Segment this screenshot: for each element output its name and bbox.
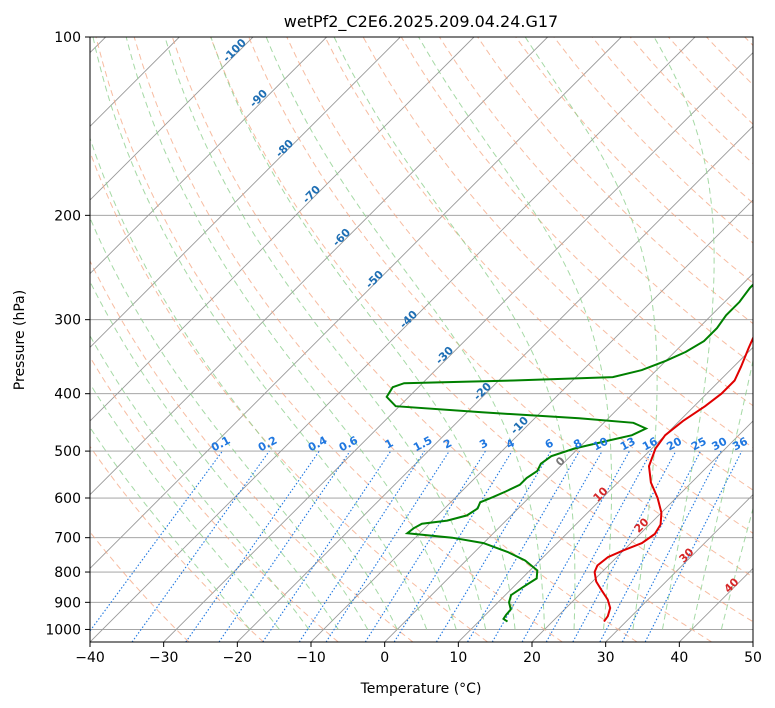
y-axis: 100 200 300 400 500 600 700 800 900 1000 (45, 30, 90, 638)
x-tick-label: −30 (149, 650, 179, 666)
mixing-ratio-line (298, 450, 425, 642)
isotherm-line (605, 494, 753, 642)
moist-adiabat-line (90, 280, 339, 630)
moist-adiabat-line (90, 216, 369, 630)
dry-adiabat-line (286, 37, 753, 534)
moist-adiabat-line (691, 358, 753, 630)
isotherm-line (90, 37, 622, 569)
profile-lines (385, 283, 753, 623)
moist-adiabat-line (720, 506, 753, 630)
y-axis-label: Pressure (hPa) (12, 290, 28, 390)
dry-adiabat-line (324, 37, 753, 491)
moist-adiabat-line (418, 37, 613, 630)
isotherm-line (458, 346, 753, 642)
x-tick-label: −20 (223, 650, 253, 666)
y-tick-label: 1000 (45, 622, 81, 638)
x-tick-label: 20 (523, 650, 541, 666)
x-axis: −40 −30 −20 −10 0 10 20 30 40 50 (75, 642, 762, 666)
mixing-ratio-label: 16 (640, 435, 660, 454)
temperature-line (593, 335, 753, 623)
y-tick-label: 200 (54, 208, 81, 224)
x-tick-label: 40 (670, 650, 688, 666)
mixing-ratio-line (599, 450, 702, 642)
plot-frame (89, 36, 754, 643)
y-tick-label: 900 (54, 595, 81, 611)
mixing-ratio-label: 30 (710, 435, 730, 454)
mixing-ratio-label: 13 (618, 435, 638, 454)
x-tick-label: −40 (75, 650, 105, 666)
dry-adiabat-line (210, 37, 753, 623)
mixing-ratio-line (90, 450, 223, 632)
dry-adiabat-line (90, 259, 414, 642)
moist-adiabat-line (90, 334, 310, 630)
isotherm-line (90, 37, 548, 496)
moist-adiabat-line (125, 37, 457, 630)
isotherm-line (237, 125, 753, 642)
isotherm-line (90, 37, 327, 275)
isotherm-line (90, 37, 696, 642)
moist-adiabat-line (265, 37, 546, 630)
isotherm-line (90, 37, 475, 422)
mixing-ratio-label: 36 (730, 435, 750, 454)
mixing-ratio-line (644, 450, 743, 642)
moist-adiabat-line (90, 136, 398, 630)
moist-adiabat-line (653, 37, 715, 630)
x-tick-label: −10 (296, 650, 326, 666)
y-tick-label: 300 (54, 313, 81, 329)
isotherm-line (90, 37, 254, 201)
moist-adiabat-line (333, 37, 576, 630)
isotherm-line (384, 273, 753, 642)
chart-title: wetPf2_C2E6.2025.209.04.24.G17 (284, 12, 558, 32)
mixing-ratio-label: 10 (591, 435, 611, 454)
mixing-ratio-line (218, 450, 351, 642)
y-tick-label: 500 (54, 444, 81, 460)
dry-adiabat-line (90, 445, 264, 642)
x-tick-label: 10 (449, 650, 467, 666)
dry-adiabat-line (171, 37, 712, 642)
plot-background (90, 37, 753, 642)
moist-adiabat-line (210, 37, 516, 630)
isotherm-line (752, 641, 753, 642)
dry-adiabat-line (95, 37, 563, 642)
isotherm-line (90, 37, 401, 348)
isotherm-line (163, 52, 753, 642)
mixing-ratio-line (545, 450, 653, 642)
x-axis-label: Temperature (°C) (360, 681, 482, 697)
x-tick-label: 0 (380, 650, 389, 666)
mixing-ratio-label: 25 (689, 435, 709, 454)
mixing-ratio-line (393, 450, 513, 642)
y-tick-label: 800 (54, 565, 81, 581)
x-tick-label: 30 (597, 650, 615, 666)
mixing-ratio-line (521, 450, 630, 642)
y-tick-label: 400 (54, 387, 81, 403)
x-tick-label: 50 (744, 650, 762, 666)
mixing-ratio-line (325, 450, 450, 642)
mixing-ratio-line (572, 450, 677, 642)
moist-adiabat-line (524, 37, 658, 630)
dry-adiabat-line (248, 37, 753, 578)
moist-adiabat-line (164, 37, 487, 630)
mixing-ratio-label: 20 (664, 435, 684, 454)
y-tick-label: 700 (54, 531, 81, 547)
mixing-ratio-line (621, 450, 722, 642)
y-tick-label: 100 (54, 30, 81, 46)
mixing-ratio-line (185, 450, 320, 642)
dewpoint-line (385, 283, 753, 623)
mixing-ratio-line (131, 450, 270, 642)
dry-adiabat-line (515, 37, 753, 284)
moist-adiabat-line (92, 37, 428, 630)
background-lines (90, 37, 753, 642)
isotherm-line (531, 420, 753, 642)
mixing-ratio-line (364, 450, 486, 642)
moist-adiabat-line (90, 426, 251, 630)
moist-adiabat-line (90, 382, 280, 630)
y-tick-label: 600 (54, 491, 81, 507)
